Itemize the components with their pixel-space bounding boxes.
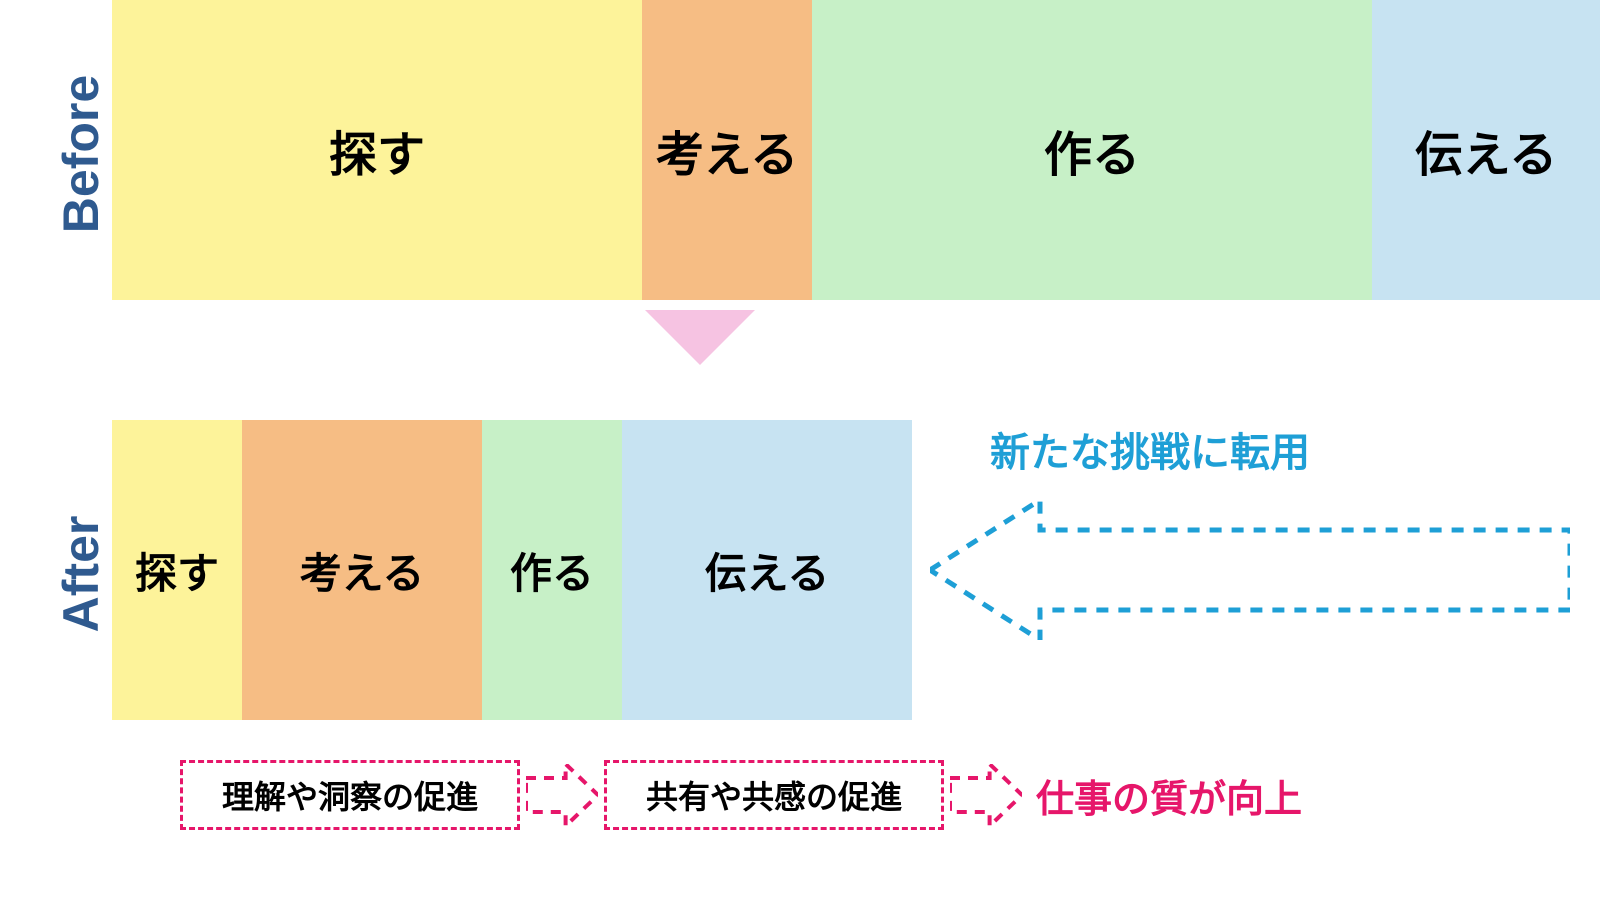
- flow-box-0: 理解や洞察の促進: [180, 760, 520, 830]
- row-label-before-text: Before: [53, 75, 109, 233]
- after-segment-0-label: 探す: [135, 540, 219, 601]
- diagram-stage: { "canvas": { "width": 1600, "height": 9…: [0, 0, 1600, 900]
- flow-arrow-right-icon-1: [950, 764, 1022, 826]
- before-segment-0: 探す: [112, 0, 642, 300]
- after-segment-2: 作る: [482, 420, 622, 720]
- after-bar: 探す 考える 作る 伝える: [112, 420, 912, 720]
- flow-box-1-label: 共有や共感の促進: [646, 772, 902, 818]
- row-label-after-text: After: [53, 516, 109, 633]
- flow-box-0-label: 理解や洞察の促進: [222, 772, 478, 818]
- before-bar: 探す 考える 作る 伝える: [112, 0, 1600, 300]
- after-segment-3-label: 伝える: [705, 540, 830, 601]
- before-segment-2: 作る: [812, 0, 1372, 300]
- flow-arrow-right-icon-0: [526, 764, 598, 826]
- reuse-arrow-label: 新たな挑戦に転用: [990, 420, 1310, 478]
- after-segment-1-label: 考える: [300, 540, 425, 601]
- before-segment-3-label: 伝える: [1415, 115, 1558, 185]
- flow-box-1: 共有や共感の促進: [604, 760, 944, 830]
- row-label-before: Before: [52, 69, 110, 239]
- reuse-arrow-left-icon: [930, 500, 1570, 640]
- after-segment-1: 考える: [242, 420, 482, 720]
- transition-arrow-down-icon: [645, 310, 755, 365]
- flow-end-label: 仕事の質が向上: [1036, 768, 1302, 823]
- after-segment-0: 探す: [112, 420, 242, 720]
- row-label-after: After: [52, 504, 110, 644]
- before-segment-1-label: 考える: [656, 115, 799, 185]
- after-segment-3: 伝える: [622, 420, 912, 720]
- before-segment-1: 考える: [642, 0, 812, 300]
- flow-row: 理解や洞察の促進 共有や共感の促進 仕事の質が向上: [180, 760, 1302, 830]
- before-segment-3: 伝える: [1372, 0, 1600, 300]
- after-segment-2-label: 作る: [510, 540, 594, 601]
- before-segment-2-label: 作る: [1044, 115, 1140, 185]
- before-segment-0-label: 探す: [329, 115, 425, 185]
